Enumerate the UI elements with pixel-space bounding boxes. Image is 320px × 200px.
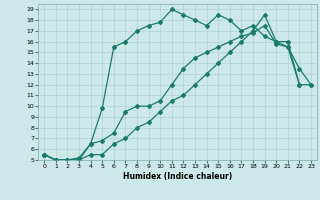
X-axis label: Humidex (Indice chaleur): Humidex (Indice chaleur) <box>123 172 232 181</box>
